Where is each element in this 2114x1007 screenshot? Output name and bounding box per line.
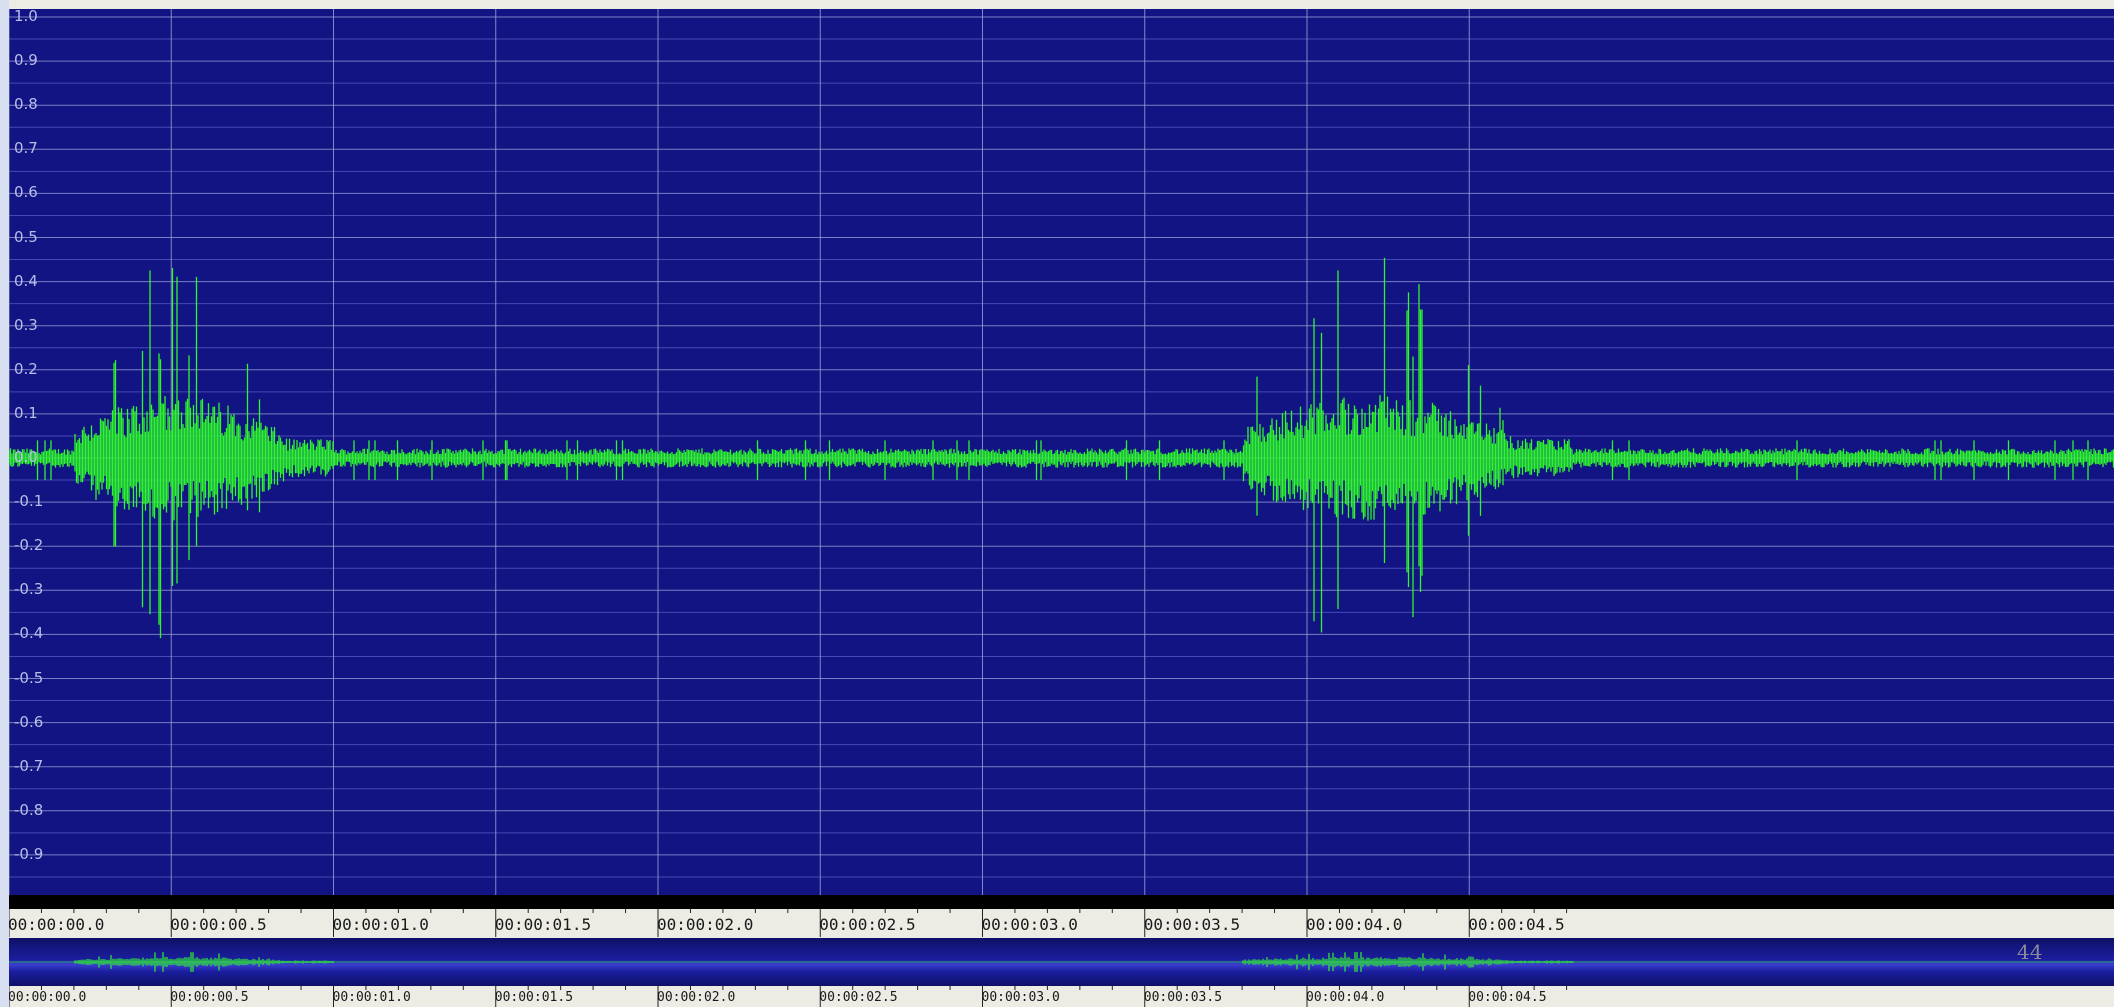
amplitude-label: 0.4 xyxy=(14,271,38,290)
time-ruler[interactable]: 00:00:00.0 00:00:00.5 00:00:01.0 00:00:01.5… xyxy=(9,909,2114,937)
time-label: 00:00:01.0 xyxy=(332,990,411,1005)
amplitude-label: 0.6 xyxy=(14,183,38,202)
time-label: 00:00:01.5 xyxy=(494,915,592,934)
time-label: 00:00:04.5 xyxy=(1468,915,1565,934)
time-label: 00:00:03.5 xyxy=(1143,915,1241,934)
amplitude-label: -0.1 xyxy=(14,492,44,511)
amplitude-label: 0.5 xyxy=(14,227,38,246)
time-label: 00:00:00.0 xyxy=(9,990,87,1005)
amplitude-label: -0.7 xyxy=(14,756,44,775)
amplitude-label: -0.8 xyxy=(14,800,44,819)
overview-time-ruler[interactable]: 00:00:00.0 00:00:00.5 00:00:01.0 00:00:01.5… xyxy=(9,986,2114,1007)
waveform xyxy=(9,257,2114,639)
time-label: 00:00:00.0 xyxy=(9,915,105,934)
page-number: 44 xyxy=(2017,940,2043,964)
time-label: 00:00:01.0 xyxy=(332,915,429,934)
overview-waveform[interactable]: 44 xyxy=(9,938,2114,986)
time-label: 00:00:03.0 xyxy=(981,915,1078,934)
amplitude-label: -0.6 xyxy=(14,712,44,731)
waveform-display[interactable]: 1.0 0.9 0.8 0.7 0.6 0.5 0.4 0.3 0.2 0.1 0.0 -0.1 -0.… xyxy=(9,9,2114,895)
waveform-svg xyxy=(9,9,2114,895)
overview-waveform-svg xyxy=(9,952,2114,972)
amplitude-label: -0.4 xyxy=(14,624,44,643)
amplitude-label: -0.3 xyxy=(14,580,44,599)
amplitude-label: -0.2 xyxy=(14,536,44,555)
time-label: 00:00:04.0 xyxy=(1306,990,1385,1005)
time-ruler-ticks xyxy=(9,909,1568,937)
time-label: 00:00:02.5 xyxy=(819,915,916,934)
time-label: 00:00:02.5 xyxy=(819,990,898,1005)
time-label: 00:00:02.0 xyxy=(657,915,754,934)
time-label: 00:00:00.5 xyxy=(170,990,249,1005)
amplitude-label: 0.7 xyxy=(14,139,38,158)
time-label: 00:00:02.0 xyxy=(657,990,736,1005)
amplitude-label: 0.9 xyxy=(14,51,38,70)
ruler-separator xyxy=(9,895,2114,909)
amplitude-label: 0.8 xyxy=(14,95,38,114)
amplitude-label: 0.2 xyxy=(14,359,38,378)
time-label: 00:00:01.5 xyxy=(494,990,574,1005)
amplitude-label: 0.3 xyxy=(14,315,38,334)
time-label: 00:00:04.5 xyxy=(1468,990,1547,1005)
time-label: 00:00:03.5 xyxy=(1143,990,1223,1005)
amplitude-label: -0.5 xyxy=(14,668,44,687)
amplitude-label: 0.1 xyxy=(14,403,38,422)
left-border xyxy=(0,0,9,1007)
time-label: 00:00:00.5 xyxy=(170,915,267,934)
overview-ruler-ticks xyxy=(9,986,1568,1007)
time-label: 00:00:03.0 xyxy=(981,990,1060,1005)
time-label: 00:00:04.0 xyxy=(1306,915,1403,934)
amplitude-label: -0.9 xyxy=(14,844,44,863)
amplitude-label: 0.0 xyxy=(14,448,38,466)
amplitude-label: 1.0 xyxy=(14,9,38,25)
